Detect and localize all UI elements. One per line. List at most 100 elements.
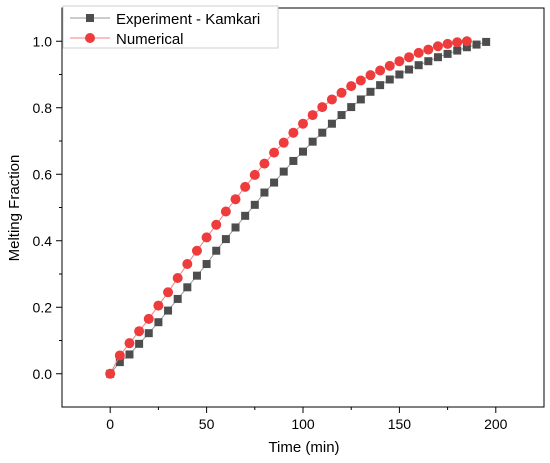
axes: 0 50 100 150 200 0.0 0.2 0.4 0.6 0.8 1.0 [33,7,545,432]
data-point-square [405,65,414,74]
data-point-square [221,235,230,244]
x-tick-label: 50 [199,416,215,432]
data-point-square [202,260,211,269]
series-experiment [106,37,491,378]
x-tick-label: 150 [388,416,412,432]
data-point-circle [394,56,405,67]
data-point-circle [317,102,328,113]
data-point-circle [375,65,386,76]
data-point-square [366,87,375,96]
data-point-circle [153,300,164,311]
data-point-circle [461,36,472,47]
data-point-square [270,178,279,187]
data-point-square [192,271,201,280]
data-point-square [183,283,192,292]
legend: Experiment - Kamkari Numerical [62,5,279,49]
data-point-circle [355,75,366,86]
data-point-square [424,57,433,66]
data-point-circle [230,194,241,205]
y-tick-label: 0.2 [33,299,53,315]
y-tick-label: 0.0 [33,366,53,382]
data-point-circle [336,87,347,98]
x-tick-label: 200 [484,416,508,432]
data-point-circle [201,232,212,243]
data-point-circle [220,206,231,217]
legend-label-experiment: Experiment - Kamkari [116,11,260,28]
data-point-square [376,81,385,90]
data-point-square [289,156,298,165]
data-point-circle [384,60,395,71]
data-point-circle [307,110,318,121]
data-point-circle [413,47,424,58]
data-point-circle [326,94,337,105]
data-point-square [337,111,346,120]
data-point-square [231,223,240,232]
data-point-circle [114,350,125,361]
data-point-circle [240,181,251,192]
data-point-circle [288,127,299,138]
data-point-square [347,103,356,112]
data-point-square [395,70,404,79]
data-point-square [318,128,327,137]
data-point-square [299,147,307,156]
labels-layer: Time (min) Melting Fraction [6,155,340,456]
data-point-circle [124,338,135,349]
data-point-circle [249,169,260,180]
data-point-circle [442,38,453,49]
legend-frame [62,5,279,49]
data-point-circle [346,81,357,92]
legend-label-numerical: Numerical [116,31,184,48]
x-tick-label: 100 [291,416,315,432]
data-point-circle [269,147,280,158]
data-point-circle [432,41,443,52]
data-point-circle [163,287,174,298]
series-numerical [105,36,472,379]
legend-marker-experiment-square-icon [86,14,94,22]
data-point-circle [182,259,193,270]
legend-marker-numerical-circle-icon [85,33,95,43]
data-point-square [327,119,336,128]
data-point-square [212,246,221,255]
y-tick-label: 0.4 [33,233,53,249]
data-point-circle [423,44,434,55]
data-point-square [482,37,491,46]
data-point-square [453,46,462,55]
data-point-square [173,294,182,303]
data-point-circle [365,70,376,81]
plot-frame [61,7,545,408]
data-point-square [144,329,153,338]
data-point-square [154,318,163,327]
data-point-square [115,358,124,367]
data-point-square [356,95,365,104]
data-point-square [125,350,134,359]
series-line [109,41,487,375]
data-point-square [414,61,423,70]
data-point-square [279,167,288,176]
data-point-circle [298,118,308,129]
data-point-square [472,40,481,49]
data-point-square [250,200,259,209]
data-point-square [308,137,317,146]
x-axis-title: Time (min) [268,439,339,456]
data-point-square [443,49,452,58]
data-point-square [135,339,144,348]
y-tick-label: 0.8 [33,100,53,116]
data-point-square [260,188,269,197]
data-point-circle [278,137,289,148]
data-point-square [164,306,173,315]
series-line [109,40,467,374]
y-axis-title: Melting Fraction [6,155,23,262]
data-point-circle [404,52,415,63]
x-tick-label: 0 [106,416,114,432]
data-point-circle [134,326,145,337]
data-point-square [241,211,250,220]
y-tick-label: 1.0 [33,33,53,49]
data-point-circle [452,37,463,48]
data-point-circle [191,245,202,256]
data-point-circle [172,272,183,283]
data-point-square [433,53,442,62]
data-point-circle [259,158,270,169]
series-layer [105,36,491,379]
data-point-circle [143,313,154,324]
